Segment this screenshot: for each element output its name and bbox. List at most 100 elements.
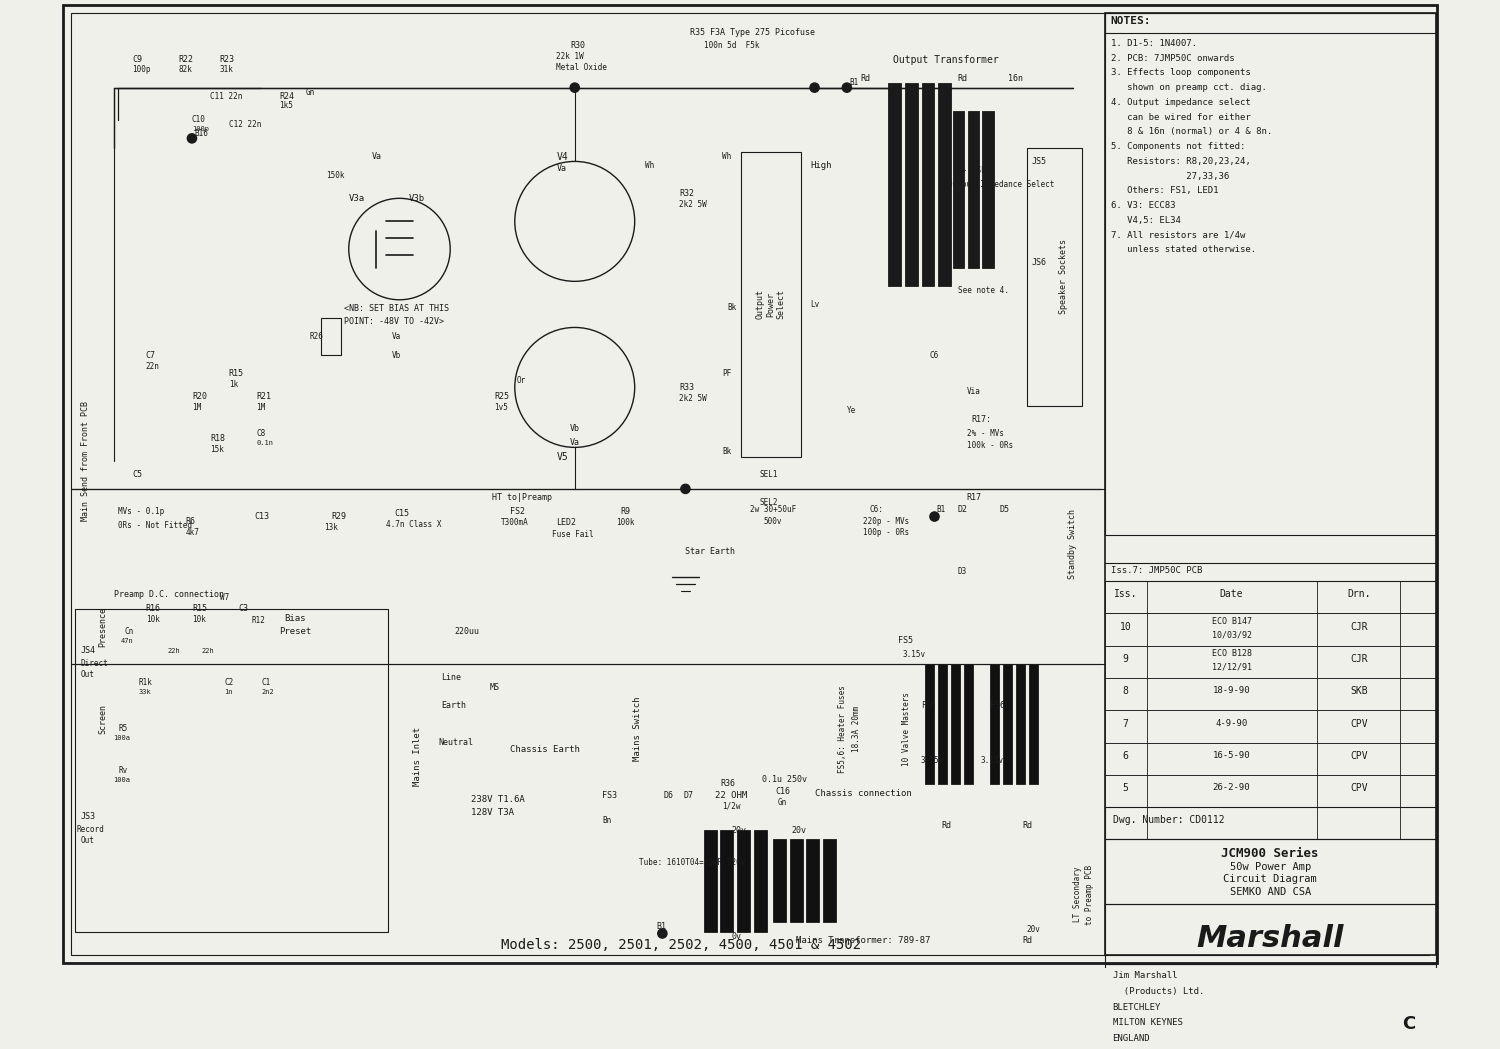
Text: ENGLAND: ENGLAND [1113,1034,1150,1043]
Bar [772,839,786,922]
Bar [1106,614,1437,646]
Text: Via: Via [968,387,981,397]
Text: 10: 10 [1119,622,1131,631]
Text: Drn.: Drn. [1347,588,1371,599]
Text: C7: C7 [146,350,156,360]
Bar [1029,664,1038,784]
Text: Dwg. Number: CD0112: Dwg. Number: CD0112 [1113,815,1224,826]
Bar [1106,964,1437,1049]
Text: 3.15v: 3.15v [921,756,944,766]
Text: R5: R5 [118,724,128,733]
Bar [1106,13,1437,955]
Text: Va: Va [392,333,402,341]
Text: 16n: 16n [1008,73,1023,83]
Text: 0Rs - Not Fitted: 0Rs - Not Fitted [118,521,192,530]
Text: R29: R29 [332,512,346,521]
Text: Bn: Bn [603,816,612,826]
Text: Metal Oxide: Metal Oxide [556,63,608,71]
Text: Bk: Bk [728,302,736,312]
Bar [1106,678,1437,710]
Text: R15: R15 [230,369,244,378]
Bar [1106,646,1437,678]
Text: C15: C15 [394,509,410,518]
Text: LT Secondary: LT Secondary [1072,868,1082,922]
Text: 20v: 20v [732,826,747,835]
Text: 18.3A 20mm: 18.3A 20mm [852,706,861,752]
Text: 12/12/91: 12/12/91 [1212,662,1251,671]
Text: R36: R36 [720,779,735,789]
Text: 0.1n: 0.1n [256,440,273,446]
Text: Wh: Wh [723,152,732,162]
Text: Rv: Rv [118,766,128,774]
Text: 0v: 0v [732,932,741,941]
Text: D7: D7 [684,791,693,800]
Text: SKB: SKB [1350,686,1368,697]
Bar [926,664,934,784]
Text: 8 & 16n (normal) or 4 & 8n.: 8 & 16n (normal) or 4 & 8n. [1110,127,1272,136]
Bar [952,111,964,267]
Text: C10: C10 [192,115,206,124]
Bar [982,111,993,267]
Text: 4-9-90: 4-9-90 [1215,719,1248,728]
Bar [1106,743,1437,775]
Text: 2% - MVs: 2% - MVs [968,429,1004,437]
Bar [741,152,801,456]
Text: R20: R20 [192,392,207,401]
Text: 7: 7 [1122,719,1128,729]
Text: Mains Inlet: Mains Inlet [414,727,423,786]
Text: JS3: JS3 [81,812,96,820]
Bar [990,664,999,784]
Text: 100a: 100a [114,776,130,783]
Text: 31k: 31k [219,65,234,73]
Text: 4k7: 4k7 [186,528,200,537]
Text: CPV: CPV [1350,719,1368,729]
Text: Preamp D.C. connection: Preamp D.C. connection [114,591,224,599]
Text: B1: B1 [936,506,945,514]
Text: Vb: Vb [392,350,402,360]
Text: ECO B147: ECO B147 [1212,617,1251,626]
Bar [1106,775,1437,807]
Text: Jim Marshall: Jim Marshall [1113,971,1178,981]
Text: 100a: 100a [114,735,130,742]
Text: C3: C3 [238,604,248,614]
Text: FS5: FS5 [897,637,912,645]
Text: W7: W7 [219,593,230,602]
Text: JS6: JS6 [1032,258,1047,267]
Text: 6: 6 [1122,751,1128,761]
Text: Presence: Presence [98,607,106,647]
Text: V4: V4 [556,152,568,163]
Text: SEL1: SEL1 [759,470,777,479]
Text: 3.15v: 3.15v [981,756,1004,766]
Text: 5. Components not fitted:: 5. Components not fitted: [1110,142,1245,151]
Text: 100k - 0Rs: 100k - 0Rs [968,441,1012,450]
Text: 238V T1.6A: 238V T1.6A [471,795,525,805]
Text: 13k: 13k [324,523,338,532]
Text: Va: Va [556,165,567,173]
Text: 1n: 1n [224,689,232,695]
Text: R23: R23 [219,56,234,64]
Text: Chassis connection: Chassis connection [815,789,912,797]
Text: R22: R22 [178,56,194,64]
Text: G-  SEL1: G- SEL1 [957,166,994,175]
Text: Neutral: Neutral [438,737,472,747]
Text: 220uu: 220uu [454,627,480,637]
Text: POINT: -48V TO -42V>: POINT: -48V TO -42V> [344,317,444,326]
Text: Standby Switch: Standby Switch [1068,509,1077,579]
Text: R33: R33 [680,383,694,392]
Text: 50w Power Amp: 50w Power Amp [1230,861,1311,872]
Text: 3. Effects loop components: 3. Effects loop components [1110,68,1251,78]
Text: High: High [810,162,831,170]
Text: Gn: Gn [777,798,788,807]
Text: V4,5: EL34: V4,5: EL34 [1110,216,1180,224]
Text: Circuit Diagram: Circuit Diagram [1224,875,1317,884]
Text: 2k2 5W: 2k2 5W [680,200,706,209]
Text: 4.7n Class X: 4.7n Class X [386,520,441,530]
Text: R17: R17 [968,493,982,502]
Text: 0.1u 250v: 0.1u 250v [762,775,807,784]
Bar [75,608,389,932]
Bar [807,839,819,922]
Text: C6: C6 [930,350,939,360]
Text: 7. All resistors are 1/4w: 7. All resistors are 1/4w [1110,231,1245,239]
Text: 22h: 22h [201,648,214,655]
Text: 4. Output impedance select: 4. Output impedance select [1110,98,1251,107]
